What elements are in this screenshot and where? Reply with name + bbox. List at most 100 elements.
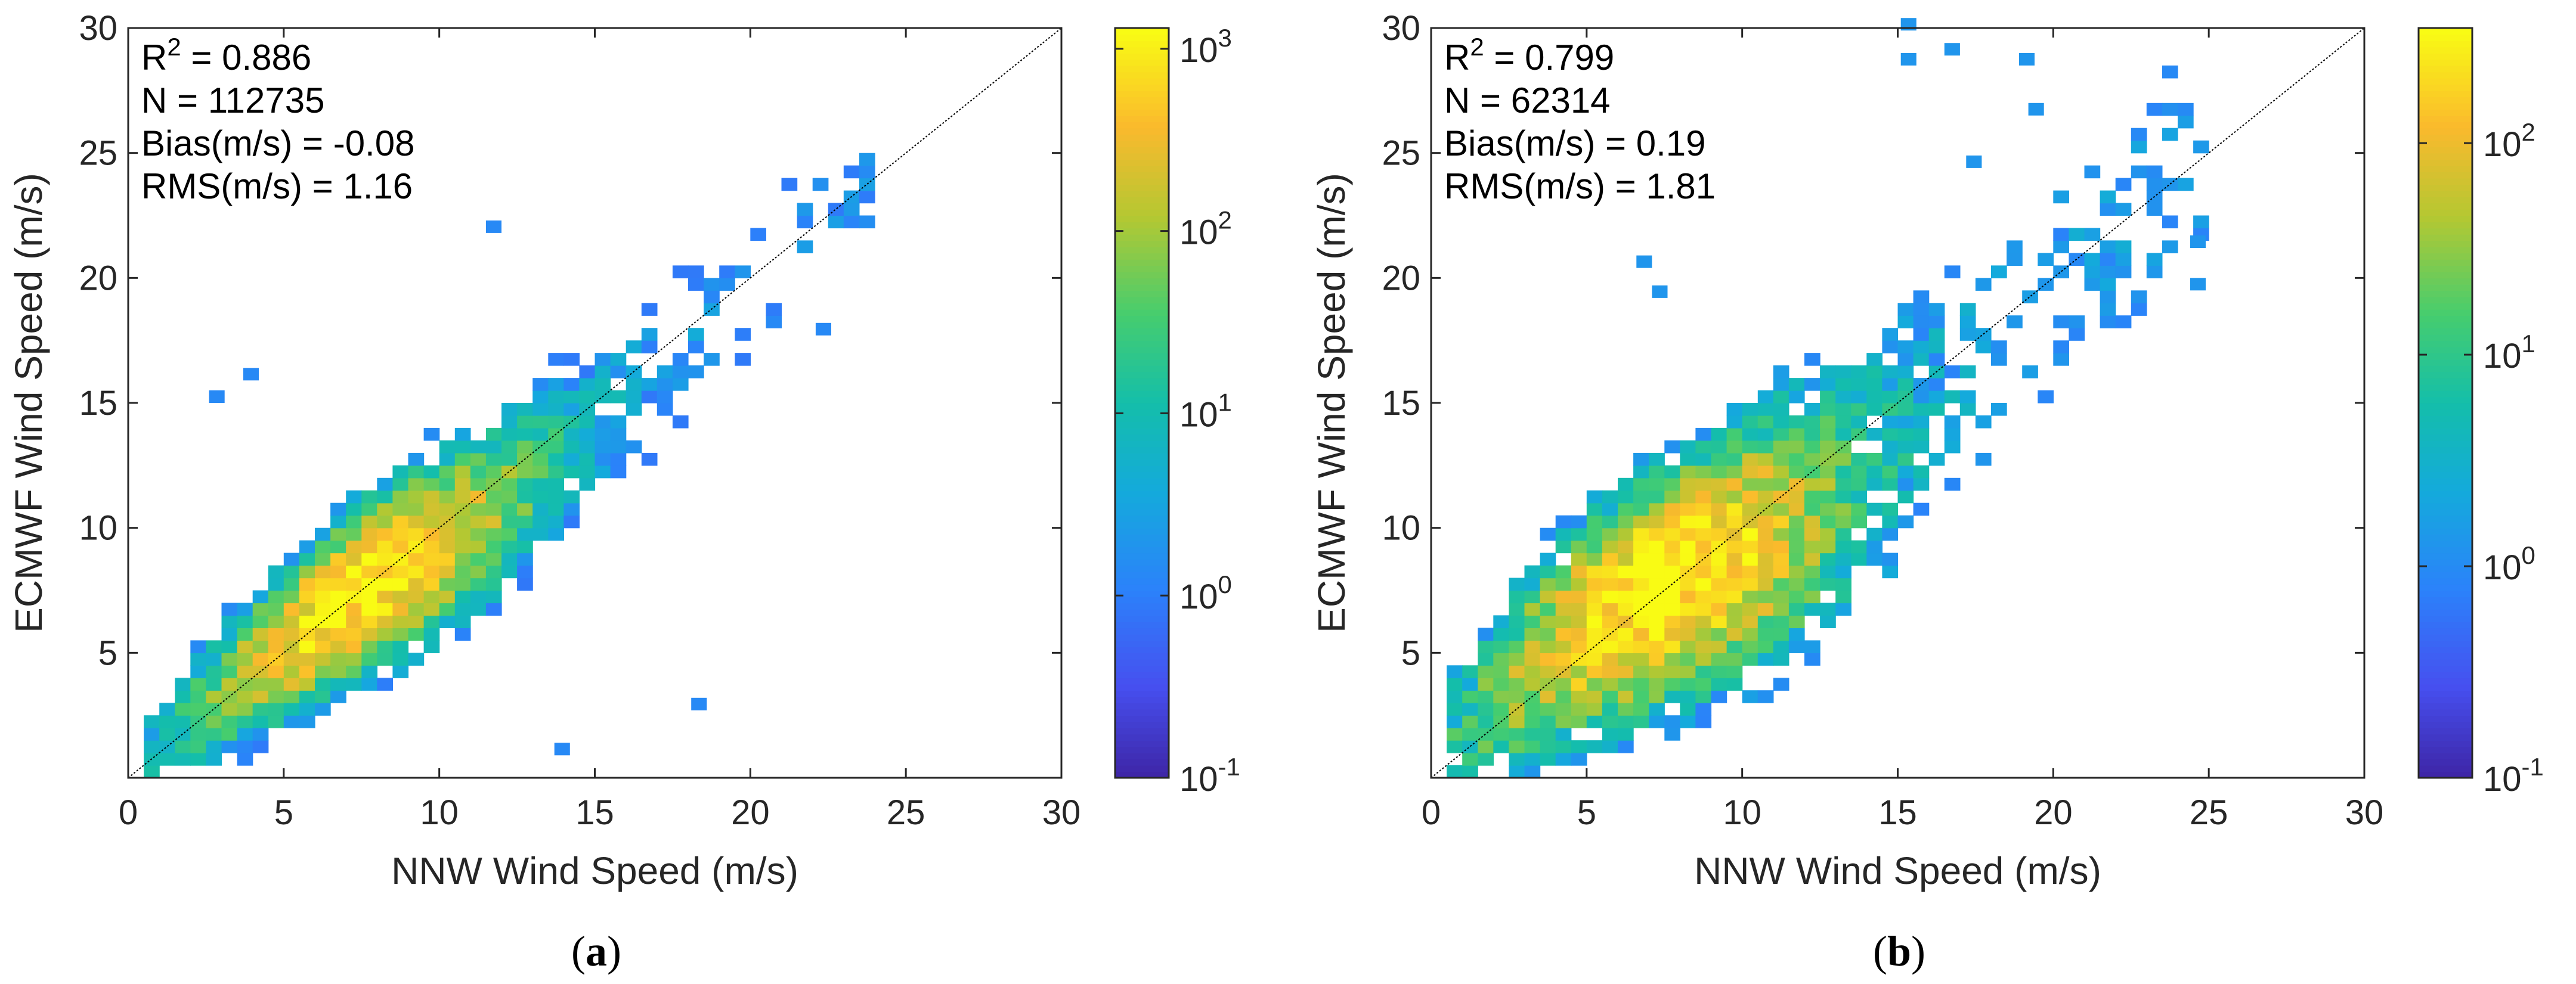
density-cell [564,465,580,479]
colorbar-segment [1115,384,1169,391]
density-cell [221,703,238,716]
density-cell [641,452,658,466]
density-cell [532,440,549,454]
colorbar-segment [2419,496,2472,504]
outlier-cell [2190,235,2206,248]
density-cell [1711,665,1727,678]
density-cell [1835,365,1852,378]
density-cell [1757,603,1774,616]
density-cell [2162,103,2178,116]
density-cell [688,340,704,353]
density-cell [1680,452,1696,466]
density-cell [2100,315,2116,328]
density-cell [1897,378,1914,391]
density-cell [206,665,222,678]
density-cell [501,565,518,579]
density-cell [1913,403,1930,416]
density-cell [361,527,377,541]
density-cell [626,403,642,416]
density-cell [1462,740,1478,753]
colorbar-segment [1115,265,1169,272]
colorbar-segment [1115,328,1169,335]
density-cell [501,415,518,429]
density-cell [1804,427,1820,441]
density-cell [1820,540,1836,554]
density-cell [1540,665,1556,678]
density-cell [1820,565,1836,579]
colorbar-segment [2419,646,2472,654]
density-cell [501,440,518,454]
density-cell [1804,452,1820,466]
density-cell [346,590,362,604]
colorbar-segment [1115,759,1169,766]
colorbar-segment [2419,665,2472,672]
density-cell [1788,527,1805,541]
density-cell [1633,628,1649,641]
density-cell [206,715,222,728]
density-cell [1913,477,1930,491]
density-cell [2193,140,2209,154]
density-cell [2162,215,2178,229]
y-tick-label: 25 [1382,134,1420,173]
density-cell [1618,678,1634,691]
density-cell [1664,615,1680,628]
density-cell [392,565,409,579]
density-cell [392,477,409,491]
colorbar-segment [2419,440,2472,448]
density-cell [501,477,518,491]
density-cell [1571,640,1587,653]
colorbar-tick-label: 100 [2483,541,2535,587]
colorbar-segment [2419,246,2472,254]
density-cell [1447,765,1463,778]
density-cell [1664,728,1680,741]
density-cell [1959,328,1976,341]
density-cell [1882,340,1899,353]
density-cell [1571,603,1587,616]
density-cell [1835,565,1852,579]
density-cell [1664,653,1680,666]
density-cell [517,490,533,504]
density-cell [439,452,456,466]
density-cell [346,678,362,691]
density-cell [423,590,440,604]
density-cell [268,628,284,641]
density-cell [1959,365,1976,378]
density-cell [1633,552,1649,566]
density-cell [283,628,300,641]
colorbar-segment [1115,753,1169,760]
density-cell [1897,315,1914,328]
density-cell [330,527,346,541]
density-cell [1509,753,1525,766]
colorbar-segment [2419,65,2472,73]
density-cell [1493,678,1509,691]
density-cell [315,678,331,691]
density-cell [221,715,238,728]
density-cell [485,490,502,504]
colorbar-segment [1115,209,1169,216]
density-cell [1882,502,1899,516]
density-cell [1757,615,1774,628]
density-cell [1959,315,1976,328]
density-cell [1804,353,1820,366]
density-cell [517,515,533,529]
density-cell [1695,665,1712,678]
density-cell [1586,540,1603,554]
colorbar-segment [1115,41,1169,48]
density-cell [237,628,253,641]
density-cell [454,527,471,541]
density-cell [485,527,502,541]
density-cell [1493,640,1509,653]
density-cell [2007,240,2023,253]
density-cell [1447,715,1463,728]
density-cell [237,740,253,753]
density-cell [1695,615,1712,628]
density-cell [408,502,425,516]
density-cell [2178,178,2194,191]
density-cell [1602,527,1618,541]
density-cell [1835,415,1852,429]
colorbar-segment [2419,346,2472,353]
density-cell [1913,440,1930,454]
density-cell [1478,690,1494,703]
density-cell [859,153,875,166]
colorbar-segment [1115,278,1169,285]
